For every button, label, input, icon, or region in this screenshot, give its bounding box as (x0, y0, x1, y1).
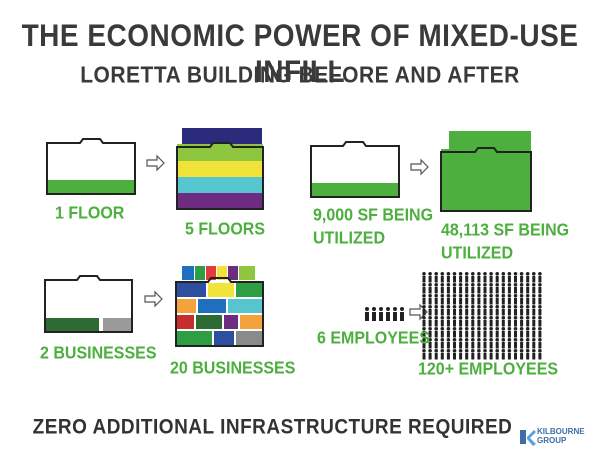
sf-after-label-line1: 48,113 SF BEING (441, 221, 570, 240)
businesses-before-label: 2 BUSINESSES (40, 344, 157, 363)
floors-after-label: 5 FLOORS (185, 220, 266, 239)
logo-wordmark: KILBOURNE GROUP (537, 427, 585, 445)
building-twenty-businesses-icon (175, 266, 264, 347)
floors-before-label: 1 FLOOR (55, 204, 125, 223)
employees-after-label: 120+ EMPLOYEES (418, 360, 559, 379)
building-two-businesses-icon (44, 275, 133, 333)
people-six-icon (365, 307, 404, 321)
arrow-icon (146, 154, 165, 172)
arrow-icon (144, 290, 163, 308)
kilbourne-logo-icon (520, 430, 536, 446)
building-sf-before-icon (310, 141, 400, 198)
sf-before-label-line1: 9,000 SF BEING (313, 206, 434, 225)
employees-before-label: 6 EMPLOYEES (317, 329, 430, 348)
logo-line2: GROUP (537, 436, 567, 445)
sf-after-label-line2: UTILIZED (441, 244, 513, 263)
footer-tagline: ZERO ADDITIONAL INFRASTRUCTURE REQUIRED (32, 415, 513, 439)
page-subtitle: LORETTA BUILDING BEFORE AND AFTER (80, 62, 520, 89)
arrow-icon (410, 158, 429, 176)
building-sf-after-icon (440, 131, 532, 212)
page-title: THE ECONOMIC POWER OF MIXED-USE INFILL (21, 18, 579, 89)
building-one-floor-icon (46, 138, 136, 195)
logo-line1: KILBOURNE (537, 427, 585, 436)
people-crowd-icon (422, 272, 542, 360)
businesses-after-label: 20 BUSINESSES (170, 359, 296, 378)
building-five-floors-icon (176, 128, 264, 210)
sf-before-label-line2: UTILIZED (313, 229, 385, 248)
